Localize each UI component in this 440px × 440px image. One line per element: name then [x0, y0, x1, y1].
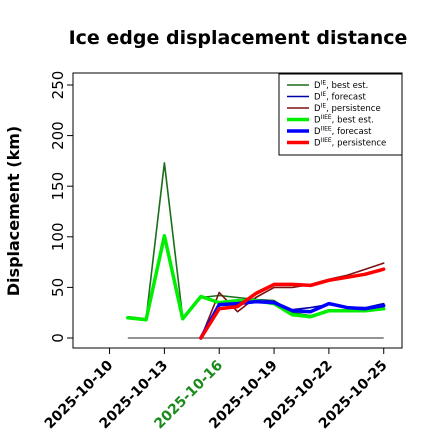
- legend-label: DIIEE, persistence: [314, 137, 386, 149]
- series-line-6: [199, 267, 386, 340]
- series-layer: [126, 162, 386, 340]
- y-tick-label: 150: [49, 172, 67, 201]
- legend-label: DIE, forecast: [314, 91, 367, 103]
- y-axis: 0 50 100 150 200 250: [49, 71, 73, 343]
- y-tick-label: 250: [49, 71, 67, 100]
- y-tick-label: 200: [49, 121, 67, 150]
- legend-label: DIE, persistence: [314, 103, 381, 115]
- x-axis: 2025-10-102025-10-132025-10-162025-10-19…: [42, 348, 391, 432]
- plot-frame: [72, 72, 403, 349]
- legend-label: DIE, best est.: [314, 80, 368, 92]
- y-tick-label: 0: [49, 333, 67, 343]
- y-tick-label: 50: [49, 278, 67, 297]
- y-tick-label: 100: [49, 222, 67, 251]
- legend-label: DIIEE, forecast: [314, 126, 372, 138]
- series-line-5: [199, 299, 386, 340]
- legend-label: DIIEE, best est.: [314, 114, 374, 126]
- chart-title: Ice edge displacement distance: [69, 27, 408, 49]
- y-axis-label: Displacement (km): [4, 126, 23, 296]
